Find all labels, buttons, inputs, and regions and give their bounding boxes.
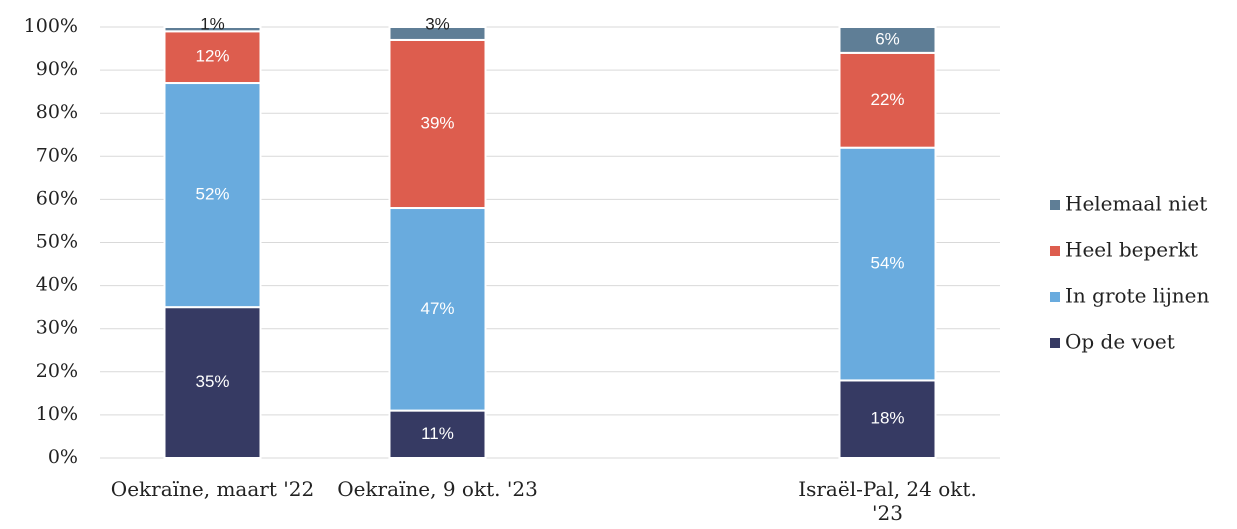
bar-segment — [163, 26, 262, 33]
bar-segment — [163, 30, 262, 85]
value-label: 6% — [875, 29, 900, 48]
bar-segment — [163, 306, 262, 459]
bar-segment — [388, 207, 487, 412]
value-label: 3% — [425, 14, 450, 33]
legend-swatch — [1050, 246, 1060, 256]
bar-segment — [838, 51, 937, 149]
y-tick-label: 90% — [36, 58, 78, 80]
bar-segment — [838, 26, 937, 54]
legend-swatch — [1050, 338, 1060, 348]
bar-segment — [163, 82, 262, 309]
value-label: 12% — [195, 47, 229, 66]
legend-label: Heel beperkt — [1065, 238, 1198, 262]
bar-segment — [838, 379, 937, 460]
y-tick-label: 50% — [36, 231, 78, 253]
y-tick-label: 70% — [36, 144, 78, 166]
value-label: 54% — [870, 254, 904, 273]
y-tick-label: 30% — [36, 317, 78, 339]
y-tick-label: 60% — [36, 187, 78, 209]
legend-swatch — [1050, 200, 1060, 210]
y-tick-label: 40% — [36, 274, 78, 296]
legend-label: In grote lijnen — [1065, 284, 1209, 308]
value-label: 22% — [870, 90, 904, 109]
value-label: 47% — [420, 299, 454, 318]
bar-segment — [388, 26, 487, 41]
value-label: 18% — [870, 409, 904, 428]
value-label: 1% — [200, 14, 225, 33]
legend-label: Helemaal niet — [1065, 192, 1207, 216]
legend-swatch — [1050, 292, 1060, 302]
value-label: 35% — [195, 372, 229, 391]
y-tick-label: 100% — [24, 15, 78, 37]
x-tick-label: Oekraïne, 9 okt. '23 — [337, 477, 538, 501]
y-tick-label: 0% — [48, 446, 78, 468]
x-tick-label: Israël-Pal, 24 okt. '23 — [798, 477, 977, 525]
value-label: 52% — [195, 185, 229, 204]
value-label: 39% — [420, 113, 454, 132]
y-tick-label: 20% — [36, 360, 78, 382]
x-tick-label: Oekraïne, maart '22 — [110, 477, 315, 501]
bar-segment — [838, 146, 937, 382]
value-label: 11% — [421, 424, 454, 443]
y-tick-label: 10% — [36, 403, 78, 425]
legend-label: Op de voet — [1065, 330, 1175, 354]
y-tick-label: 80% — [36, 101, 78, 123]
bar-segment — [388, 38, 487, 210]
